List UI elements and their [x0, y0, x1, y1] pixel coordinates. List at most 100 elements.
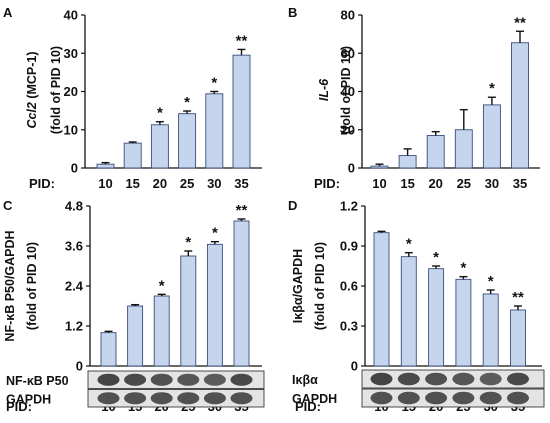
- y-axis-label-2: (fold of PID 10): [49, 46, 63, 134]
- y-tick-label: 20: [64, 84, 78, 99]
- x-tick-label: 20: [428, 176, 442, 191]
- x-axis-title: PID:: [295, 399, 321, 414]
- blot-band: [452, 391, 475, 405]
- significance-mark: *: [184, 94, 190, 111]
- blot-band: [397, 372, 420, 386]
- bar: [510, 309, 526, 367]
- y-axis-label-2: (fold of PID 10): [313, 242, 327, 330]
- blot-band: [150, 392, 173, 405]
- bar: [400, 256, 417, 367]
- y-tick-label: 40: [341, 84, 355, 99]
- y-tick-label: 0: [71, 161, 78, 176]
- y-tick-label: 20: [341, 122, 355, 137]
- bar: [232, 54, 251, 169]
- y-axis-label-italic: Ccl2: [25, 102, 39, 128]
- significance-mark: **: [236, 202, 248, 219]
- bar: [150, 124, 169, 169]
- blot-label: NF-κB P50: [6, 374, 69, 388]
- bar: [233, 220, 250, 367]
- x-tick-label: 20: [153, 176, 167, 191]
- significance-mark: *: [488, 273, 494, 290]
- significance-mark: *: [460, 260, 466, 277]
- panel-d: D 0 0.3 0.6 0.9 1.2 Iκβα/GAPDH (fold of PID 10)…: [288, 198, 545, 414]
- y-axis-label-rest: (MCP-1): [25, 51, 39, 102]
- x-tick-label: 30: [485, 176, 499, 191]
- blot-label: Iκβα: [292, 373, 318, 387]
- blot-band: [230, 373, 253, 386]
- x-tick-label: 35: [234, 176, 248, 191]
- y-tick-label: 0: [76, 359, 83, 374]
- blot-band: [203, 392, 226, 405]
- blot-band: [124, 392, 147, 405]
- y-axis-label: Iκβα/GAPDH: [291, 249, 305, 323]
- panel-letter: C: [3, 198, 13, 213]
- y-tick-label: 0: [351, 359, 358, 374]
- blot-band: [177, 373, 200, 386]
- bar: [178, 113, 197, 169]
- bar: [428, 268, 445, 367]
- bar: [454, 129, 473, 169]
- bar: [482, 104, 501, 169]
- blot-label: GAPDH: [292, 392, 337, 406]
- significance-mark: **: [236, 32, 248, 49]
- significance-mark: *: [185, 234, 191, 251]
- y-tick-label: 0: [348, 161, 355, 176]
- x-tick-label: 10: [372, 176, 386, 191]
- bar: [373, 232, 390, 367]
- y-tick-label: 1.2: [340, 199, 358, 214]
- panel-letter: B: [288, 5, 297, 20]
- y-tick-label: 30: [64, 46, 78, 61]
- y-tick-label: 3.6: [65, 239, 83, 254]
- y-tick-label: 40: [64, 8, 78, 23]
- bar: [426, 135, 445, 169]
- significance-mark: *: [159, 277, 165, 294]
- y-axis-label-2: (fold of PID 10): [339, 46, 353, 134]
- y-axis-label: IL-6: [317, 78, 331, 101]
- blot-label: GAPDH: [6, 392, 51, 406]
- bar: [370, 165, 389, 169]
- y-tick-label: 1.2: [65, 319, 83, 334]
- blot-band: [479, 372, 502, 386]
- x-tick-label: 15: [125, 176, 139, 191]
- x-tick-label: 25: [180, 176, 194, 191]
- y-tick-label: 60: [341, 46, 355, 61]
- bar: [455, 278, 472, 367]
- x-axis-title: PID:: [29, 176, 55, 191]
- x-tick-label: 15: [400, 176, 414, 191]
- bar: [100, 332, 117, 367]
- blot-band: [452, 372, 475, 386]
- blot-band: [507, 372, 529, 386]
- blot-band: [150, 373, 173, 386]
- bar: [153, 295, 170, 367]
- y-tick-label: 0.6: [340, 279, 358, 294]
- bar: [127, 305, 144, 367]
- blot-band: [425, 372, 448, 386]
- y-axis-label-2: (fold of PID 10): [25, 242, 39, 330]
- blot-band: [479, 391, 502, 405]
- y-tick-label: 0.9: [340, 239, 358, 254]
- significance-mark: **: [514, 14, 526, 31]
- blot-band: [203, 373, 226, 386]
- bar: [398, 155, 417, 169]
- x-axis-title: PID:: [314, 176, 340, 191]
- bar: [96, 163, 115, 169]
- x-tick-label: 25: [457, 176, 471, 191]
- blot-band: [507, 391, 529, 405]
- blot-band: [97, 392, 120, 405]
- x-axis-title: PID:: [6, 399, 32, 414]
- blot-band: [177, 392, 200, 405]
- bar: [180, 255, 197, 367]
- significance-mark: *: [406, 236, 412, 253]
- bar: [123, 142, 142, 169]
- blot-band: [397, 391, 420, 405]
- significance-mark: **: [512, 289, 524, 306]
- bar: [206, 243, 223, 367]
- significance-mark: *: [489, 80, 495, 97]
- y-tick-label: 80: [341, 8, 355, 23]
- significance-mark: *: [212, 225, 218, 242]
- bar: [482, 293, 499, 367]
- bar: [205, 93, 224, 169]
- blot-band: [124, 373, 147, 386]
